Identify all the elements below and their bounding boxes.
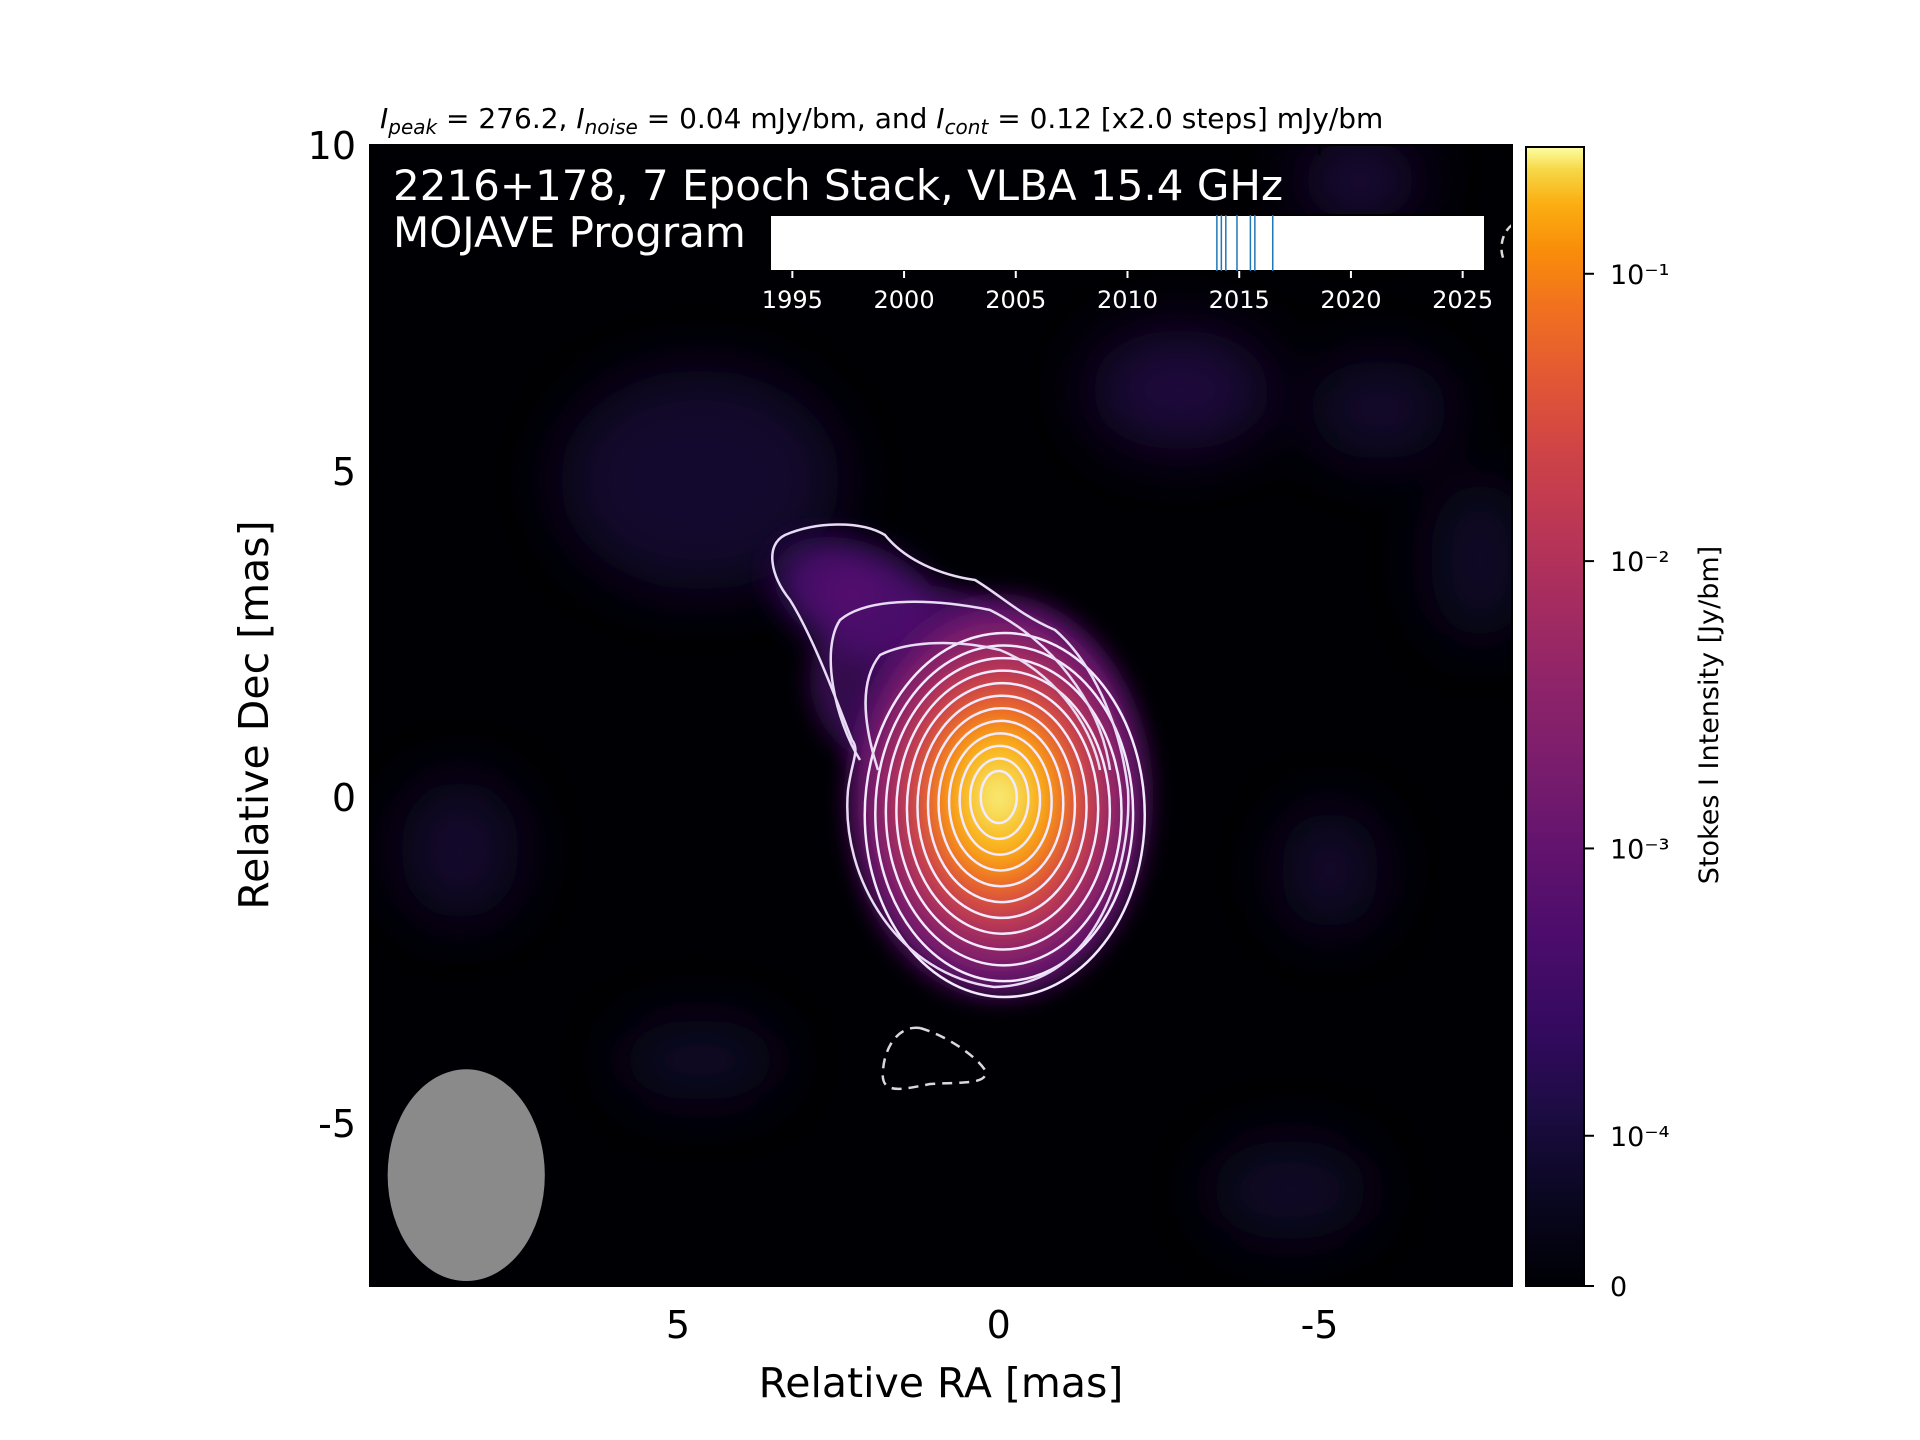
timeline-ticks: 1995 2000 2005 2010 2015 2020 2025: [762, 271, 1493, 314]
colorbar-tick-label: 10⁻¹: [1610, 260, 1669, 291]
timeline-tick-label: 1995: [762, 286, 823, 314]
contour-level: [874, 644, 1135, 983]
y-tick-label: 10: [308, 124, 356, 168]
beam-ellipse: [387, 1069, 545, 1282]
x-axis-label: Relative RA [mas]: [759, 1359, 1124, 1407]
colorbar-tick-label: 10⁻³: [1610, 834, 1669, 865]
contour-level: [863, 631, 1146, 999]
timeline-box: [769, 214, 1486, 272]
contour-level: [905, 681, 1100, 935]
contour-level: [979, 769, 1018, 825]
epoch-timeline: 1995 2000 2005 2010 2015 2020 2025: [762, 214, 1493, 314]
colorbar-label: Stokes I Intensity [Jy/bm]: [1694, 546, 1725, 884]
timeline-tick-label: 2015: [1209, 286, 1270, 314]
contour-group: [863, 631, 1146, 999]
contour-level: [895, 669, 1112, 951]
negative-contour: [881, 1026, 987, 1091]
timeline-tick-label: 2020: [1320, 286, 1381, 314]
colorbar-tick-label: 10⁻²: [1610, 547, 1669, 578]
y-tick-label: -5: [318, 1102, 356, 1146]
x-axis-ticks: 5 0 -5: [666, 145, 1339, 1347]
edge-negative-contour: [1500, 223, 1512, 263]
contour-level: [947, 732, 1053, 872]
source-annotation: 2216+178, 7 Epoch Stack, VLBA 15.4 GHz: [393, 161, 1283, 210]
jet-contour-3: [864, 641, 1102, 771]
contour-level: [958, 744, 1042, 856]
timeline-tick-label: 2005: [985, 286, 1046, 314]
x-tick-label: 5: [666, 1303, 690, 1347]
contour-level: [937, 719, 1065, 888]
plot-frame: [369, 144, 1513, 1287]
y-axis-ticks: 10 5 0 -5: [308, 124, 1512, 1146]
timeline-tick-label: 2025: [1432, 286, 1493, 314]
program-annotation: MOJAVE Program: [393, 208, 746, 257]
contour-level: [916, 694, 1088, 920]
contour-level: [884, 656, 1123, 967]
y-tick-label: 0: [332, 776, 356, 820]
timeline-tick-label: 2000: [874, 286, 935, 314]
epoch-lines: [1216, 215, 1274, 271]
contour-level: [968, 757, 1030, 841]
colorbar-ticks: 10⁻¹ 10⁻² 10⁻³ 10⁻⁴ 0: [1584, 260, 1669, 1303]
chart-title: Ipeak = 276.2, Inoise = 0.04 mJy/bm, and…: [380, 102, 1383, 139]
x-tick-label: -5: [1301, 1303, 1339, 1347]
colorbar: 10⁻¹ 10⁻² 10⁻³ 10⁻⁴ 0 Stokes I Intensity [Jy…: [1525, 146, 1725, 1303]
outer-contour: [771, 523, 1130, 989]
jet-contour-2: [829, 600, 1112, 771]
plot-area: 2216+178, 7 Epoch Stack, VLBA 15.4 GHz M…: [370, 145, 1512, 1286]
timeline-tick-label: 2010: [1097, 286, 1158, 314]
colorbar-tick-label: 10⁻⁴: [1610, 1122, 1669, 1153]
y-axis-label: Relative Dec [mas]: [230, 520, 278, 909]
y-tick-label: 5: [332, 450, 356, 494]
contour-level: [926, 707, 1077, 904]
colorbar-gradient: [1525, 146, 1585, 1287]
colorbar-tick-label: 0: [1610, 1272, 1627, 1303]
x-tick-label: 0: [987, 1303, 1011, 1347]
